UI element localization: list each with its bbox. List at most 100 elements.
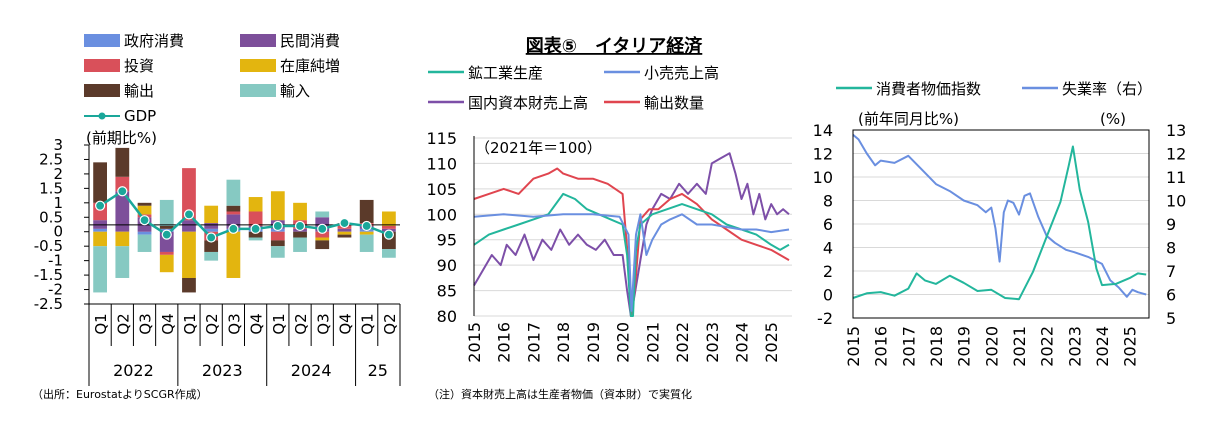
activity-x-tick-label: 2025 xyxy=(762,322,781,363)
gdp-point xyxy=(361,220,372,232)
gdp-x-tick-label: Q3 xyxy=(137,313,155,334)
gdp-y-tick-label: -2 xyxy=(48,281,63,299)
gdp-point xyxy=(339,217,350,229)
bar-imp xyxy=(93,246,107,293)
activity-y-tick-label: 100 xyxy=(426,205,457,224)
prices-y-right-tick-label: 6 xyxy=(1166,286,1176,305)
prices-panel: 消費者物価指数 失業率（右） (前年同月比%) (%) 14 12 10 8 6 4 2 0 -… xyxy=(813,80,1187,367)
bar-inv xyxy=(270,231,285,241)
prices-unit-right: (%) xyxy=(1100,110,1126,128)
activity-x-tick-label: 2015 xyxy=(465,322,484,363)
prices-x-tick-label: 2025 xyxy=(1121,326,1140,367)
legend-label-unemp: 失業率（右） xyxy=(1062,80,1152,98)
gdp-x-tick-label: Q1 xyxy=(270,313,288,334)
prices-x-tick-label: 2015 xyxy=(844,326,863,367)
bar-stock xyxy=(248,197,263,212)
gdp-point xyxy=(95,200,106,211)
legend-swatch-exp xyxy=(84,84,120,97)
gdp-point xyxy=(383,229,394,240)
gdp-unit-label: (前期比%) xyxy=(86,129,157,147)
bar-gov xyxy=(204,228,219,232)
legend-label-exp: 輸出 xyxy=(124,82,154,100)
bar-exp xyxy=(159,225,174,229)
prices-x-tick-label: 2024 xyxy=(1093,326,1112,367)
gdp-y-axis-ticks: 32.521.510.50-0.5-1-1.5-2-2.5 xyxy=(34,136,89,313)
gdp-y-tick-label: 2 xyxy=(53,165,63,183)
legend-label-retail: 小売売上高 xyxy=(644,64,719,82)
bar-priv xyxy=(204,223,219,229)
prices-unit-left: (前年同月比%) xyxy=(858,110,959,128)
figure-title: 図表⑤ イタリア経済 xyxy=(526,35,704,57)
prices-y-right-tick-label: 11 xyxy=(1166,168,1186,187)
gdp-point xyxy=(206,232,217,243)
bar-inv xyxy=(382,225,396,229)
bar-exp xyxy=(270,240,285,247)
bar-exp xyxy=(93,162,107,203)
legend-label-capital: 国内資本財売上高 xyxy=(468,94,588,112)
legend-label-cpi: 消費者物価指数 xyxy=(876,80,981,98)
bar-stock xyxy=(93,231,107,247)
activity-y-tick-label: 110 xyxy=(426,154,457,173)
prices-y-right-tick-label: 7 xyxy=(1166,262,1176,281)
gdp-y-tick-label: 2.5 xyxy=(39,150,63,168)
bar-priv xyxy=(337,228,352,232)
legend-label-priv: 民間消費 xyxy=(280,32,340,50)
legend-label-industrial: 鉱工業生産 xyxy=(468,64,543,82)
gdp-y-tick-label: -1 xyxy=(48,252,63,270)
prices-y-left-tick-label: 6 xyxy=(823,215,833,234)
activity-y-tick-label: 95 xyxy=(437,231,457,250)
prices-legend: 消費者物価指数 失業率（右） xyxy=(836,80,1152,98)
bar-exp xyxy=(315,240,330,250)
activity-legend: 鉱工業生産 小売売上高 国内資本財売上高 輸出数量 xyxy=(428,64,719,112)
gdp-y-tick-label: -2.5 xyxy=(34,295,63,313)
prices-x-axis: 2015 2016 2017 2018 2019 2020 2021 2022 2023 2024… xyxy=(844,326,1140,367)
activity-x-tick-label: 2017 xyxy=(524,322,543,363)
bar-stock xyxy=(204,205,219,224)
gdp-x-tick-label: Q2 xyxy=(203,313,221,334)
gdp-point xyxy=(139,215,150,226)
prices-y-right-tick-label: 9 xyxy=(1166,215,1176,234)
bar-exp xyxy=(226,205,241,212)
gdp-y-tick-label: 1 xyxy=(53,194,63,212)
activity-x-axis: 2015 2016 2017 2018 2019 2020 2021 2022 2023 2024… xyxy=(465,322,781,363)
bar-exp xyxy=(137,202,152,206)
gdp-y-tick-label: 0.5 xyxy=(39,208,63,226)
bar-stock xyxy=(382,211,396,226)
activity-x-tick-label: 2019 xyxy=(584,322,603,363)
bar-exp xyxy=(337,234,352,238)
activity-x-tick-label: 2021 xyxy=(643,322,662,363)
bar-exp xyxy=(248,231,263,238)
gdp-y-tick-label: 0 xyxy=(53,223,63,241)
bar-imp xyxy=(159,199,174,226)
prices-x-tick-label: 2016 xyxy=(872,326,891,367)
bar-stock xyxy=(182,231,196,278)
activity-x-tick-label: 2016 xyxy=(495,322,514,363)
bar-priv xyxy=(115,191,130,232)
gdp-point xyxy=(272,220,283,232)
bar-gov xyxy=(93,228,107,232)
prices-x-tick-label: 2020 xyxy=(982,326,1001,367)
bar-imp xyxy=(204,251,219,261)
prices-y-right-tick-label: 5 xyxy=(1166,309,1176,328)
gdp-line xyxy=(95,186,394,243)
activity-series-capital xyxy=(473,152,790,317)
legend-marker-gdp xyxy=(98,112,106,120)
activity-x-tick-label: 2018 xyxy=(554,322,573,363)
bar-inv xyxy=(182,168,196,221)
bar-inv xyxy=(248,211,263,226)
legend-swatch-priv xyxy=(240,34,276,47)
prices-y-right-tick-label: 12 xyxy=(1166,145,1186,164)
gdp-year-label: 2022 xyxy=(113,361,154,380)
activity-y-tick-label: 80 xyxy=(437,307,457,326)
bar-stock xyxy=(137,205,152,215)
bar-imp xyxy=(270,246,285,258)
legend-swatch-stock xyxy=(240,59,276,72)
activity-x-tick-label: 2020 xyxy=(614,322,633,363)
bar-inv xyxy=(159,251,174,255)
prices-gridlines: 14 12 10 8 6 4 2 0 -2 13 12 11 10 9 8 7 6 5 xyxy=(813,121,1187,328)
gdp-legend: 政府消費 民間消費 投資 在庫純増 輸出 輸入 GDP xyxy=(84,32,340,125)
activity-lines xyxy=(473,152,790,317)
prices-y-right-tick-label: 10 xyxy=(1166,192,1186,211)
bar-imp xyxy=(382,249,396,258)
